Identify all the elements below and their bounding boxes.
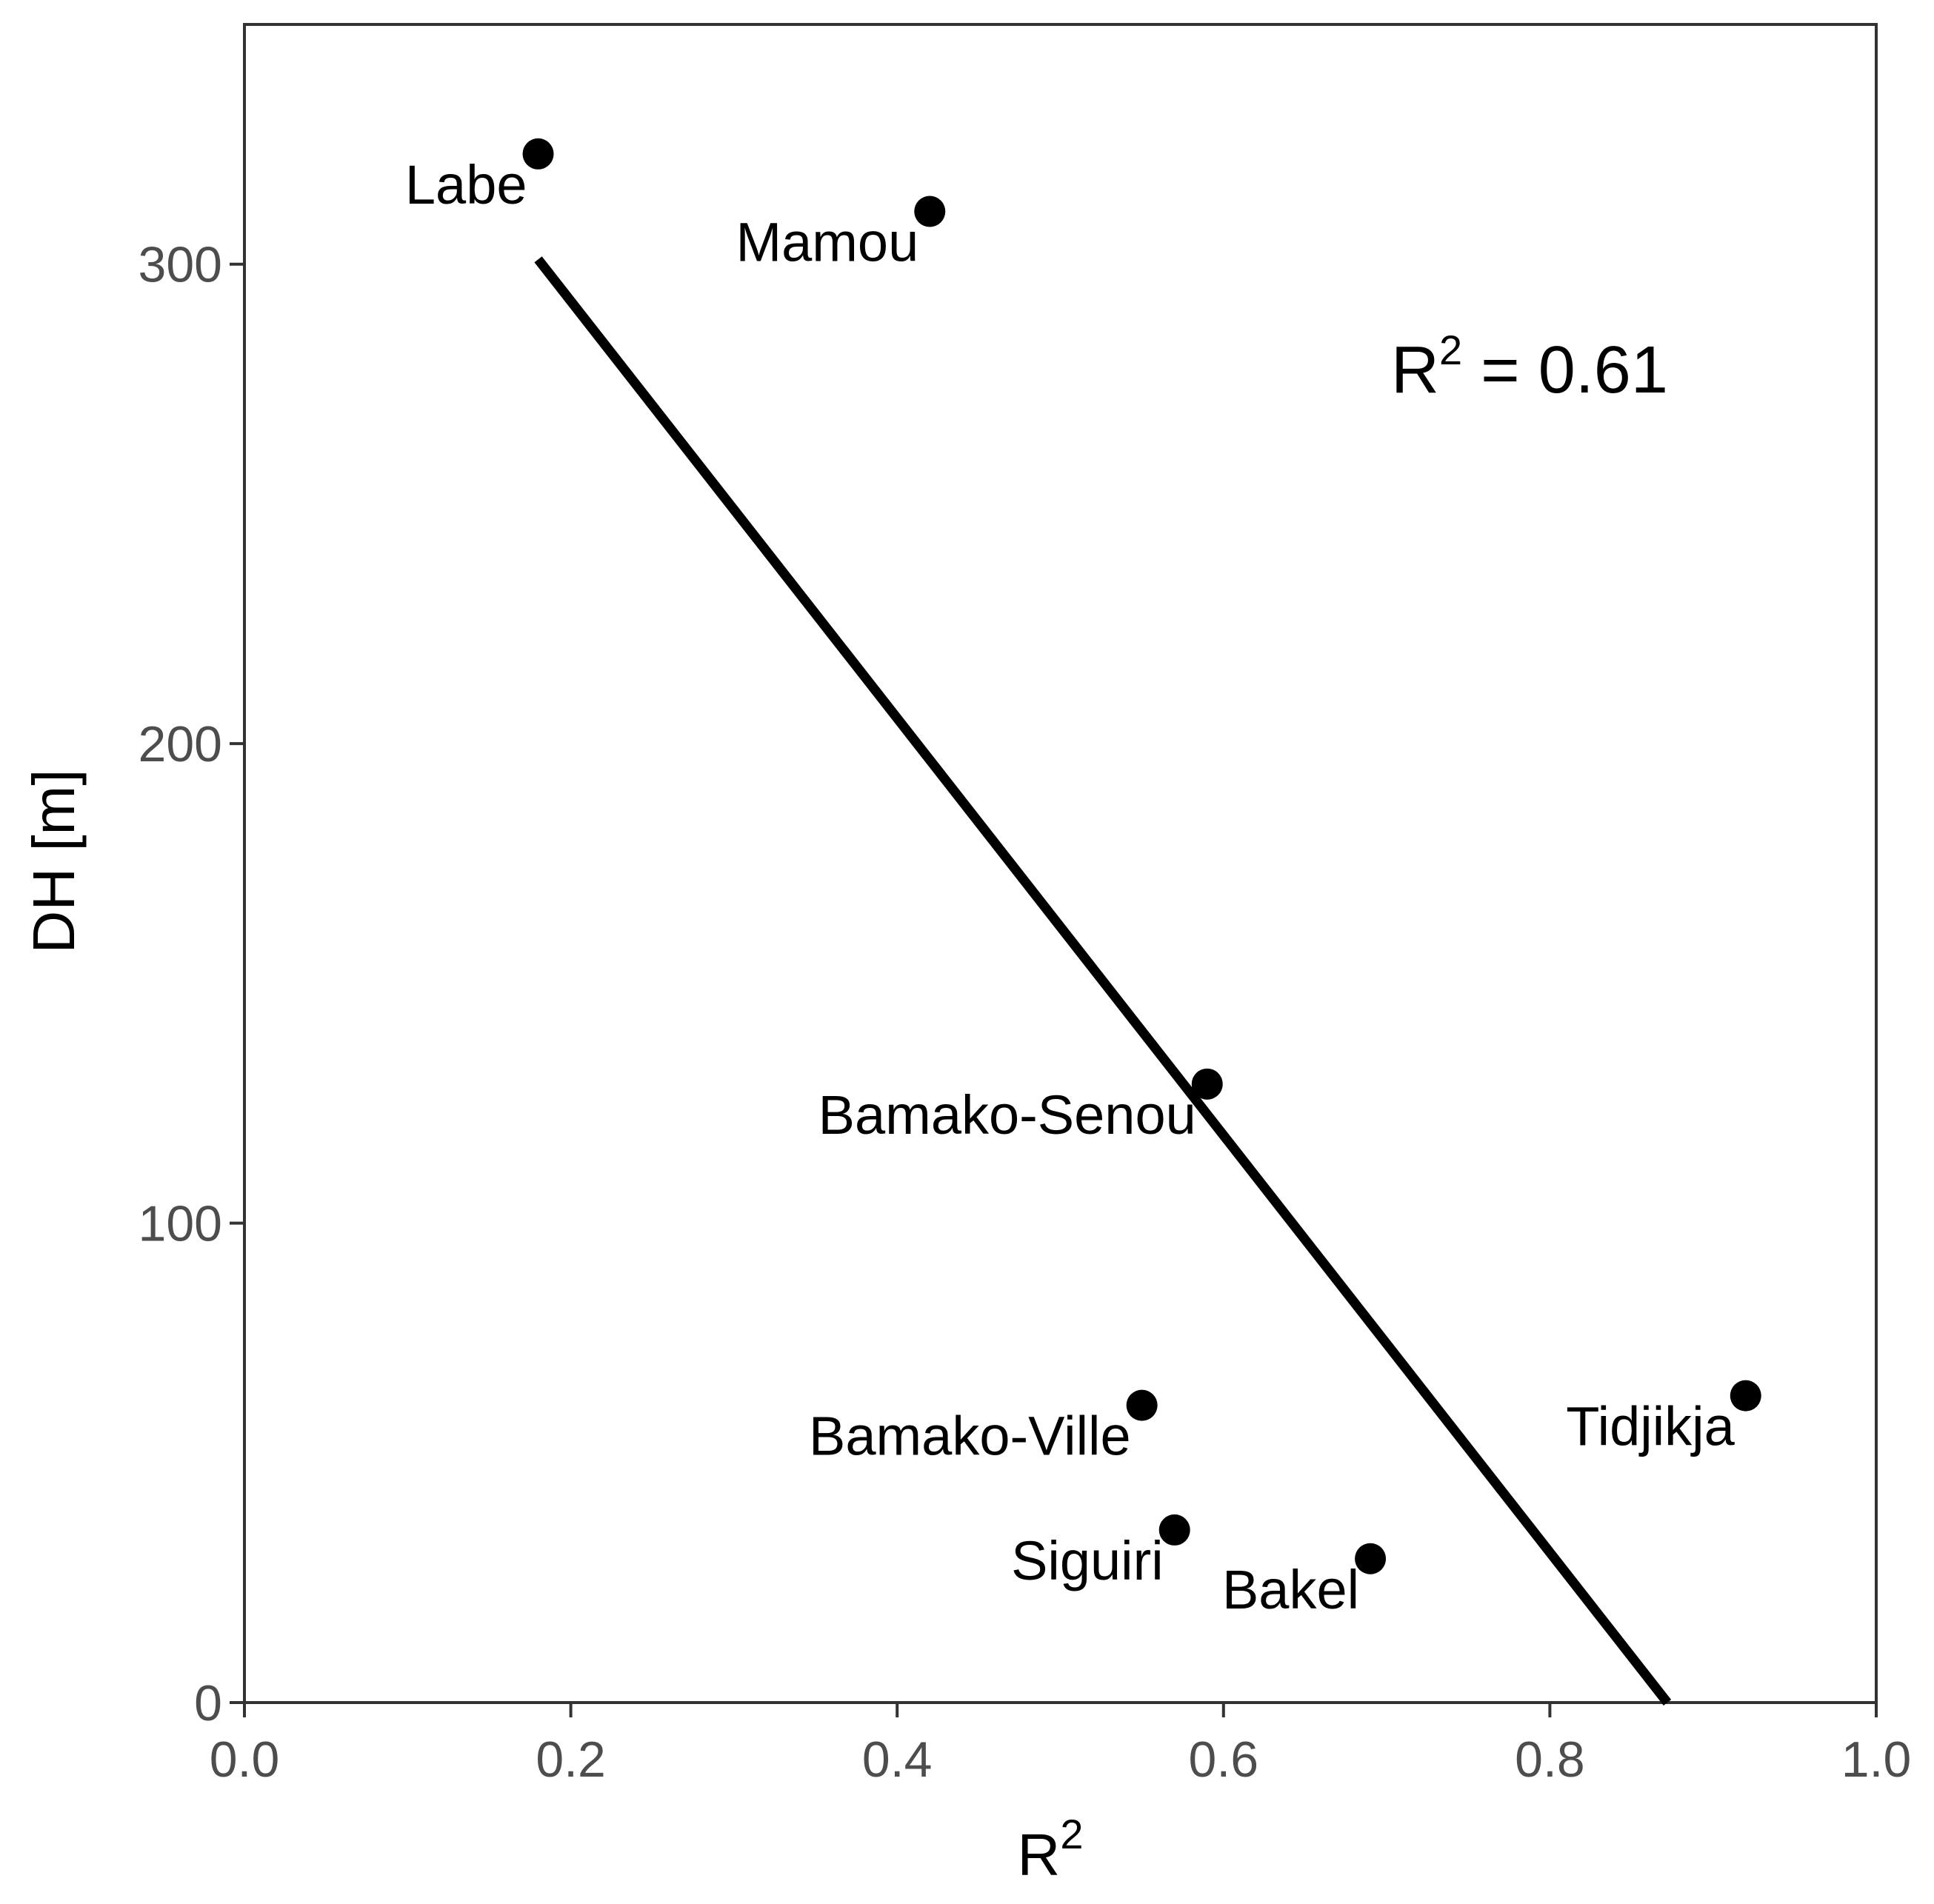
r-squared-annotation: R2 = 0.61	[1391, 327, 1668, 407]
x-tick-label: 1.0	[1841, 1731, 1912, 1788]
data-point: Bakel	[1222, 1543, 1387, 1620]
y-tick-label: 100	[139, 1196, 222, 1252]
x-tick-label: 0.4	[862, 1731, 933, 1788]
x-tick-label: 0.2	[536, 1731, 606, 1788]
point-marker-icon	[522, 138, 554, 170]
point-label: Labe	[405, 154, 527, 216]
data-point: Labe	[405, 138, 554, 216]
point-marker-icon	[1730, 1380, 1761, 1412]
x-tick-label: 0.8	[1515, 1731, 1585, 1788]
y-tick-label: 200	[139, 716, 222, 772]
plot-panel	[243, 23, 1878, 1704]
point-label: Mamou	[736, 211, 918, 273]
x-tick-label: 0.0	[210, 1731, 280, 1788]
point-marker-icon	[1158, 1514, 1190, 1546]
data-point: Mamou	[736, 196, 946, 273]
point-label: Tidjikja	[1566, 1396, 1735, 1457]
point-marker-icon	[1191, 1068, 1223, 1100]
data-point: Bamako-Ville	[809, 1389, 1158, 1467]
point-label: Bamako-Senou	[818, 1084, 1196, 1146]
panel-border	[243, 23, 1878, 1704]
x-tick-label: 0.6	[1189, 1731, 1259, 1788]
point-label: Siguiri	[1011, 1530, 1164, 1591]
x-axis-ticks: 0.0 0.2 0.4 0.6 0.8 1.0	[210, 1703, 1912, 1788]
y-axis-title: DH [m]	[21, 769, 87, 954]
data-point: Bamako-Senou	[818, 1068, 1223, 1146]
data-point: Siguiri	[1011, 1514, 1190, 1591]
x-axis-title: R2	[1018, 1811, 1084, 1888]
point-marker-icon	[1355, 1543, 1387, 1574]
point-label: Bamako-Ville	[809, 1406, 1131, 1467]
point-label: Bakel	[1222, 1559, 1359, 1620]
y-tick-label: 0	[194, 1675, 222, 1731]
data-points: Labe Mamou Bamako-Senou Bamako-Ville Siguiri…	[405, 138, 1761, 1620]
data-point: Tidjikja	[1566, 1380, 1761, 1457]
point-marker-icon	[914, 196, 946, 227]
y-tick-label: 300	[139, 237, 222, 293]
point-marker-icon	[1126, 1389, 1158, 1421]
annotation-text: R2 = 0.61	[1391, 327, 1668, 407]
fit-line	[534, 256, 1672, 1706]
regression-line	[534, 256, 1672, 1706]
y-axis-ticks: 0 100 200 300	[139, 237, 244, 1731]
